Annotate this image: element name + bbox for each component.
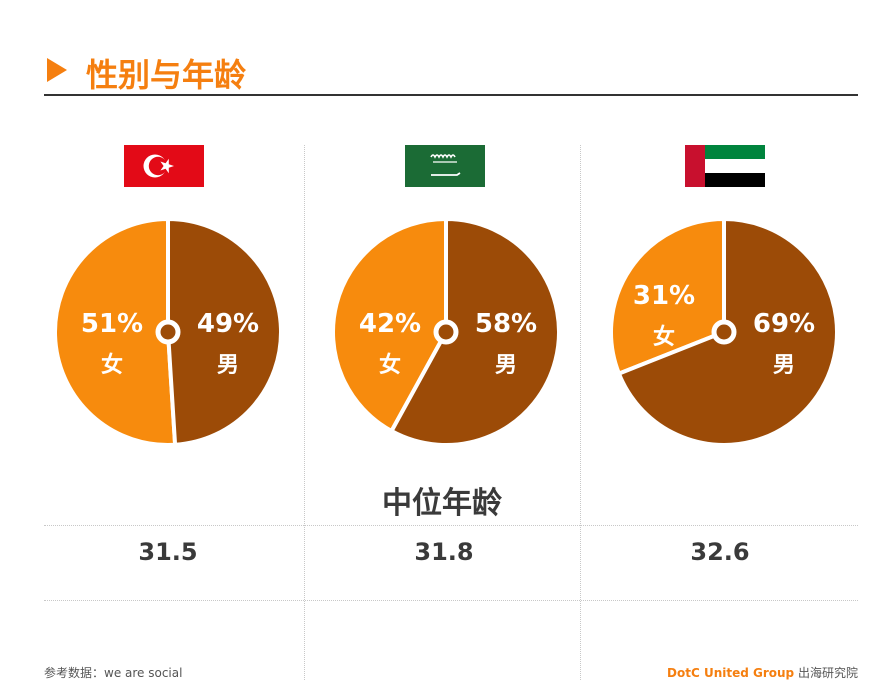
pie-gender-label-male: 男: [773, 353, 795, 378]
pie-gender-label-male: 男: [217, 353, 239, 378]
pie-chart-turkey: 51% 女 49% 男: [53, 217, 283, 447]
median-age-saudi-arabia: 31.8: [414, 538, 474, 566]
pie-center-ring: [433, 319, 459, 345]
pie-percent-male: 69%: [753, 309, 815, 339]
brand-footer: DotC United Group 出海研究院: [667, 664, 858, 681]
pie-chart-saudi-arabia: 42% 女 58% 男: [331, 217, 561, 447]
median-age-uae: 32.6: [690, 538, 750, 566]
pie-percent-female: 51%: [81, 309, 143, 339]
pie-percent-female: 42%: [359, 309, 421, 339]
section-header: 性别与年龄: [44, 44, 858, 96]
brand-name: DotC United Group: [667, 666, 795, 680]
turkey-flag-icon: [124, 145, 204, 187]
pie-percent-male: 58%: [475, 309, 537, 339]
pie-percent-female: 31%: [633, 281, 695, 311]
pie-chart-uae: 31% 女 69% 男: [609, 217, 839, 447]
pie-percent-male: 49%: [197, 309, 259, 339]
pie-slice-female: [53, 217, 178, 447]
page-title: 性别与年龄: [86, 56, 247, 94]
column-divider: [580, 145, 581, 680]
pie-center-ring: [155, 319, 181, 345]
uae-flag-icon: [685, 145, 765, 187]
pie-slice-female: [609, 217, 726, 376]
brand-suffix: 出海研究院: [797, 666, 858, 680]
row-divider: [44, 525, 858, 526]
saudi-arabia-flag-icon: [405, 145, 485, 187]
triangle-arrow-icon: [47, 58, 67, 82]
median-age-heading: 中位年龄: [382, 486, 502, 521]
pie-gender-label-female: 女: [101, 352, 123, 378]
column-divider: [304, 145, 305, 680]
pie-slice-female: [331, 217, 448, 434]
pie-center-ring: [711, 319, 737, 345]
source-note: 参考数据：we are social: [44, 666, 183, 680]
pie-gender-label-female: 女: [379, 352, 401, 378]
pie-gender-label-male: 男: [495, 353, 517, 378]
pie-gender-label-female: 女: [653, 324, 675, 350]
row-divider: [44, 600, 858, 601]
median-age-turkey: 31.5: [138, 538, 198, 566]
pie-slice-male: [166, 217, 283, 447]
pie-slice-male: [389, 217, 561, 447]
